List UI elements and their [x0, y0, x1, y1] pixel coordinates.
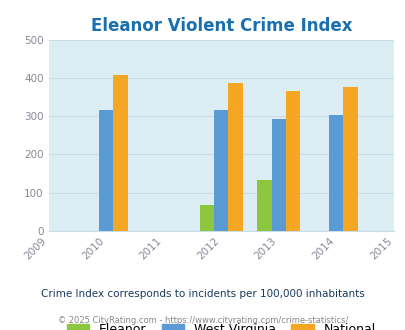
Bar [99, 110, 113, 231]
Bar [343, 87, 357, 231]
Title: Eleanor Violent Crime Index: Eleanor Violent Crime Index [90, 17, 351, 35]
Bar [257, 180, 271, 231]
Bar [199, 205, 213, 231]
Text: © 2025 CityRating.com - https://www.cityrating.com/crime-statistics/: © 2025 CityRating.com - https://www.city… [58, 316, 347, 325]
Bar [285, 90, 300, 231]
Legend: Eleanor, West Virginia, National: Eleanor, West Virginia, National [66, 323, 375, 330]
Bar [228, 83, 242, 231]
Bar [213, 110, 228, 231]
Bar [113, 75, 128, 231]
Text: Crime Index corresponds to incidents per 100,000 inhabitants: Crime Index corresponds to incidents per… [41, 289, 364, 299]
Bar [328, 115, 343, 231]
Bar [271, 119, 285, 231]
